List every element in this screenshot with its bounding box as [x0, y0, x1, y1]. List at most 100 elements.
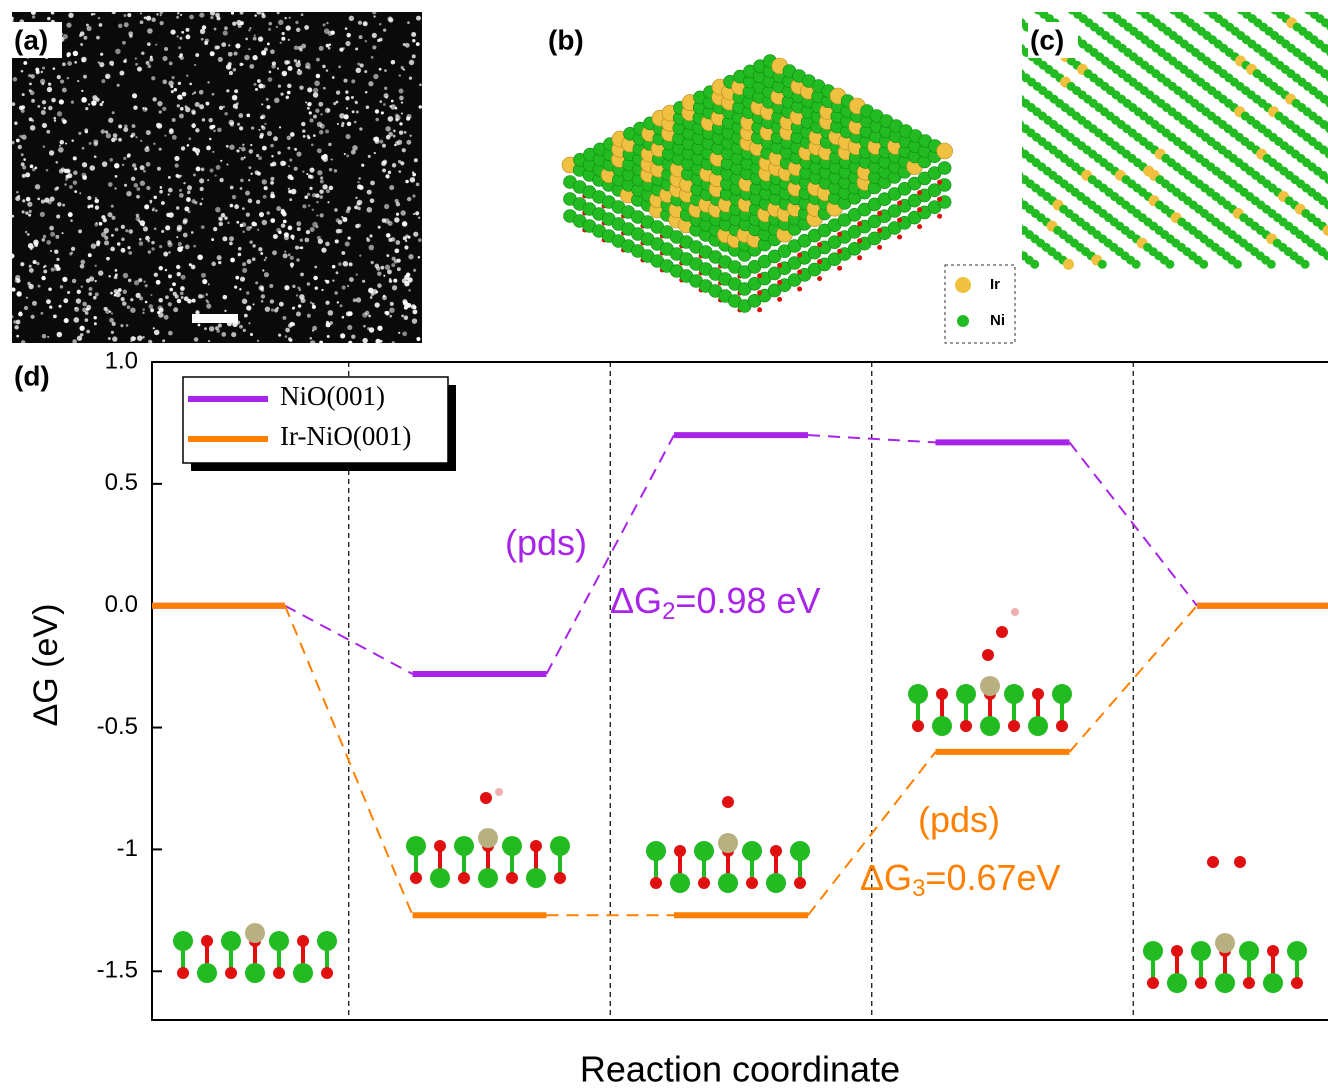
atom-dot	[185, 105, 188, 108]
atom-dot	[176, 174, 180, 178]
atom-dot	[269, 22, 273, 26]
atom-dot	[230, 258, 235, 263]
atom-dot	[11, 215, 14, 218]
atom-dot	[357, 224, 361, 228]
atom-dot	[64, 318, 69, 323]
atom-dot	[337, 123, 339, 125]
atom-dot	[226, 89, 229, 92]
atom-dot	[35, 167, 38, 170]
atom-dot	[57, 75, 61, 79]
atom-dot	[287, 147, 290, 150]
atom-dot	[46, 169, 49, 172]
atom-dot	[352, 110, 355, 113]
atom-dot	[404, 315, 409, 320]
atom-dot	[164, 47, 168, 51]
atom-dot	[140, 20, 144, 24]
atom-dot	[47, 87, 52, 92]
atom-dot	[351, 150, 356, 155]
atom-dot	[346, 209, 350, 213]
atom-dot	[114, 187, 116, 189]
atom	[273, 967, 285, 979]
atom-dot	[232, 21, 236, 25]
atom-dot	[117, 84, 120, 87]
legend-label: NiO(001)	[280, 381, 385, 411]
atom-dot	[402, 299, 407, 304]
atom-dot	[370, 261, 373, 264]
atom-dot	[143, 226, 148, 231]
atom-dot	[118, 138, 122, 142]
atom-dot	[400, 210, 405, 215]
atom-dot	[301, 13, 304, 16]
atom-dot	[307, 282, 311, 286]
atom-dot	[76, 298, 81, 303]
atom-dot	[101, 79, 105, 83]
atom-dot	[319, 341, 323, 345]
atom-dot	[345, 90, 348, 93]
atom-dot	[251, 173, 253, 175]
atom-dot	[292, 307, 295, 310]
atom-dot	[393, 130, 396, 133]
atom-dot	[305, 101, 307, 103]
atom-dot	[61, 118, 64, 121]
atom-dot	[177, 265, 180, 268]
panel-label: (d)	[14, 360, 50, 391]
atom-dot	[145, 301, 148, 304]
atom-dot	[382, 168, 386, 172]
atom-dot	[65, 142, 67, 144]
atom-dot	[240, 11, 244, 15]
atom-dot	[67, 61, 72, 66]
atom-dot	[401, 315, 404, 318]
atom-dot	[235, 43, 240, 48]
atom	[1147, 977, 1159, 989]
atom-dot	[188, 137, 191, 140]
atom-dot	[320, 176, 323, 179]
atom-dot	[416, 337, 420, 341]
panel-b-model	[562, 55, 953, 313]
atom-dot	[186, 197, 191, 202]
atom-dot	[325, 301, 329, 305]
atom-dot	[204, 327, 207, 330]
atom-dot	[388, 171, 391, 174]
atom-dot	[37, 198, 40, 201]
atom-dot	[312, 305, 316, 309]
atom-dot	[58, 147, 64, 153]
atom-dot	[238, 24, 242, 28]
atom-dot	[367, 207, 373, 213]
atom-dot	[355, 197, 357, 199]
atom-dot	[306, 173, 308, 175]
ni-atom	[1254, 0, 1263, 2]
atom-dot	[224, 26, 228, 30]
atom-dot	[161, 201, 165, 205]
atom-dot	[175, 163, 179, 167]
o-atom	[937, 214, 942, 219]
atom-dot	[384, 69, 387, 72]
atom-dot	[112, 336, 117, 341]
o-atom	[877, 211, 882, 216]
ni-atom	[1008, 217, 1017, 226]
atom-dot	[127, 246, 130, 249]
atom-dot	[412, 39, 415, 42]
atom-dot	[48, 106, 52, 110]
ni-atom	[1090, 0, 1099, 6]
atom-dot	[281, 223, 285, 227]
atom-dot	[99, 62, 104, 67]
atom-dot	[217, 46, 220, 49]
atom-dot	[11, 315, 14, 318]
atom-dot	[139, 296, 143, 300]
atom-dot	[414, 158, 418, 162]
atom-dot	[152, 209, 155, 212]
atom-dot	[261, 103, 263, 105]
atom-dot	[365, 91, 367, 93]
atom-dot	[180, 97, 182, 99]
atom-dot	[246, 305, 251, 310]
atom-dot	[256, 154, 259, 157]
ni-atom	[1197, 1, 1206, 10]
atom-dot	[169, 288, 173, 292]
atom-dot	[115, 228, 119, 232]
atom-dot	[184, 206, 189, 211]
atom-dot	[201, 295, 205, 299]
atom-dot	[210, 51, 215, 56]
atom	[718, 873, 738, 893]
atom-dot	[51, 98, 56, 103]
atom-dot	[51, 268, 55, 272]
